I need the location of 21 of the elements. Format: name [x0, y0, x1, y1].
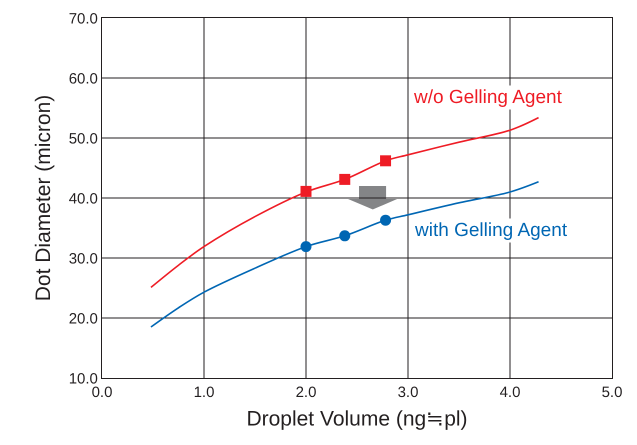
y-tick-label: 70.0 — [68, 10, 98, 28]
x-tick-label: 1.0 — [194, 384, 214, 402]
y-tick-label: 30.0 — [68, 250, 98, 268]
x-tick-label: 2.0 — [296, 384, 316, 402]
point — [300, 186, 312, 197]
y-tick-label: 40.0 — [68, 190, 98, 208]
y-axis-title: Dot Diameter (micron) — [32, 94, 55, 302]
y-tick-label: 20.0 — [68, 310, 98, 328]
series-label: w/o Gelling Agent — [413, 87, 563, 108]
x-tick-label: 3.0 — [398, 384, 418, 402]
point — [300, 241, 312, 252]
point — [339, 230, 350, 242]
series-label: with Gelling Agent — [414, 220, 568, 241]
x-axis-title: Droplet Volume (ng≒pl) — [246, 407, 468, 430]
point — [380, 155, 392, 166]
y-tick-label: 50.0 — [68, 130, 98, 148]
y-tick-label: 60.0 — [68, 70, 98, 88]
point — [339, 174, 350, 185]
x-tick-label: 5.0 — [602, 384, 622, 402]
point — [380, 214, 392, 226]
x-tick-label: 4.0 — [500, 384, 520, 402]
